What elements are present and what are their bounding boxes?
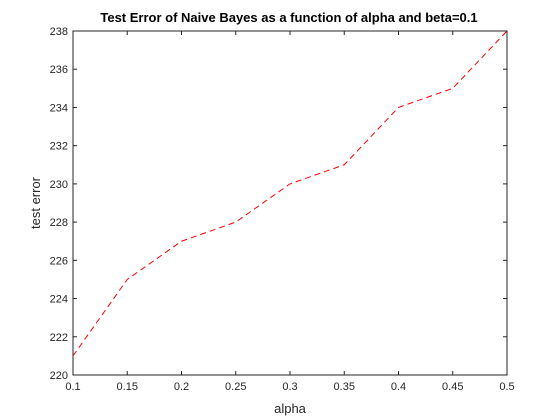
x-tick-label: 0.2: [174, 381, 189, 393]
x-tick-label: 0.25: [225, 381, 246, 393]
y-tick-label: 224: [50, 294, 68, 306]
y-tick-label: 226: [50, 255, 68, 267]
y-tick-label: 238: [50, 26, 68, 38]
y-tick-label: 230: [50, 179, 68, 191]
x-axis-label: alpha: [274, 401, 307, 416]
y-tick-label: 220: [50, 370, 68, 382]
y-tick-label: 222: [50, 332, 68, 344]
y-axis-ticks: 220 222 224 226 228 230 232 234 236 238: [50, 26, 507, 382]
x-tick-label: 0.4: [391, 381, 406, 393]
chart-title: Test Error of Naive Bayes as a function …: [100, 10, 477, 25]
y-axis-label: test error: [28, 176, 43, 229]
x-tick-label: 0.35: [334, 381, 355, 393]
y-tick-label: 234: [50, 102, 68, 114]
y-tick-label: 236: [50, 64, 68, 76]
x-axis-ticks: 0.1 0.15 0.2 0.25 0.3 0.35 0.4 0.45 0.5: [65, 31, 515, 393]
x-tick-label: 0.15: [117, 381, 138, 393]
x-tick-label: 0.45: [442, 381, 463, 393]
y-tick-label: 228: [50, 217, 68, 229]
series-line: [72, 30, 508, 357]
x-tick-label: 0.5: [499, 381, 514, 393]
y-tick-label: 232: [50, 141, 68, 153]
plot-area: [72, 30, 508, 376]
x-tick-label: 0.3: [282, 381, 297, 393]
x-tick-label: 0.1: [65, 381, 80, 393]
series-group: [72, 30, 508, 357]
